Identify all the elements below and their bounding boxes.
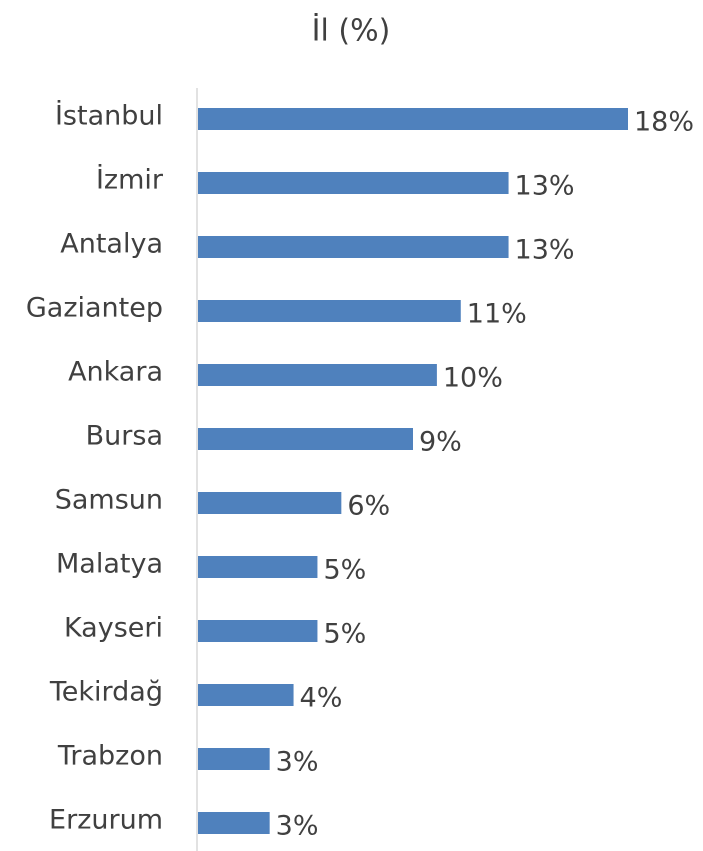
bar bbox=[198, 812, 270, 834]
data-label: 11% bbox=[467, 299, 527, 330]
chart-title: İl (%) bbox=[312, 13, 391, 49]
data-label: 4% bbox=[300, 683, 343, 714]
y-tick-label: Erzurum bbox=[49, 805, 163, 836]
bar bbox=[198, 684, 294, 706]
data-label: 10% bbox=[443, 363, 503, 394]
y-tick-label: Malatya bbox=[56, 549, 163, 580]
data-label: 5% bbox=[323, 619, 366, 650]
y-tick-label: Bursa bbox=[86, 421, 163, 452]
y-tick-label: Trabzon bbox=[57, 741, 163, 772]
data-label: 6% bbox=[347, 491, 390, 522]
data-label: 5% bbox=[323, 555, 366, 586]
y-tick-label: Tekirdağ bbox=[49, 677, 163, 708]
y-tick-label: İzmir bbox=[96, 164, 164, 196]
bar bbox=[198, 300, 461, 322]
bar bbox=[198, 620, 318, 642]
y-tick-label: Ankara bbox=[68, 357, 163, 388]
bar bbox=[198, 364, 437, 386]
bar bbox=[198, 236, 509, 258]
bar bbox=[198, 108, 628, 130]
bar bbox=[198, 748, 270, 770]
bar bbox=[198, 492, 342, 514]
data-label: 3% bbox=[276, 747, 319, 778]
y-tick-label: Samsun bbox=[55, 485, 163, 516]
y-tick-label: İstanbul bbox=[55, 100, 163, 132]
y-tick-label: Kayseri bbox=[64, 613, 163, 644]
data-label: 18% bbox=[634, 107, 694, 138]
bar bbox=[198, 556, 318, 578]
y-tick-label: Antalya bbox=[60, 229, 163, 260]
data-label: 3% bbox=[276, 811, 319, 842]
data-label: 9% bbox=[419, 427, 462, 458]
data-label: 13% bbox=[515, 171, 575, 202]
bar bbox=[198, 428, 413, 450]
data-label: 13% bbox=[515, 235, 575, 266]
y-tick-label: Gaziantep bbox=[26, 293, 163, 324]
bar bbox=[198, 172, 509, 194]
